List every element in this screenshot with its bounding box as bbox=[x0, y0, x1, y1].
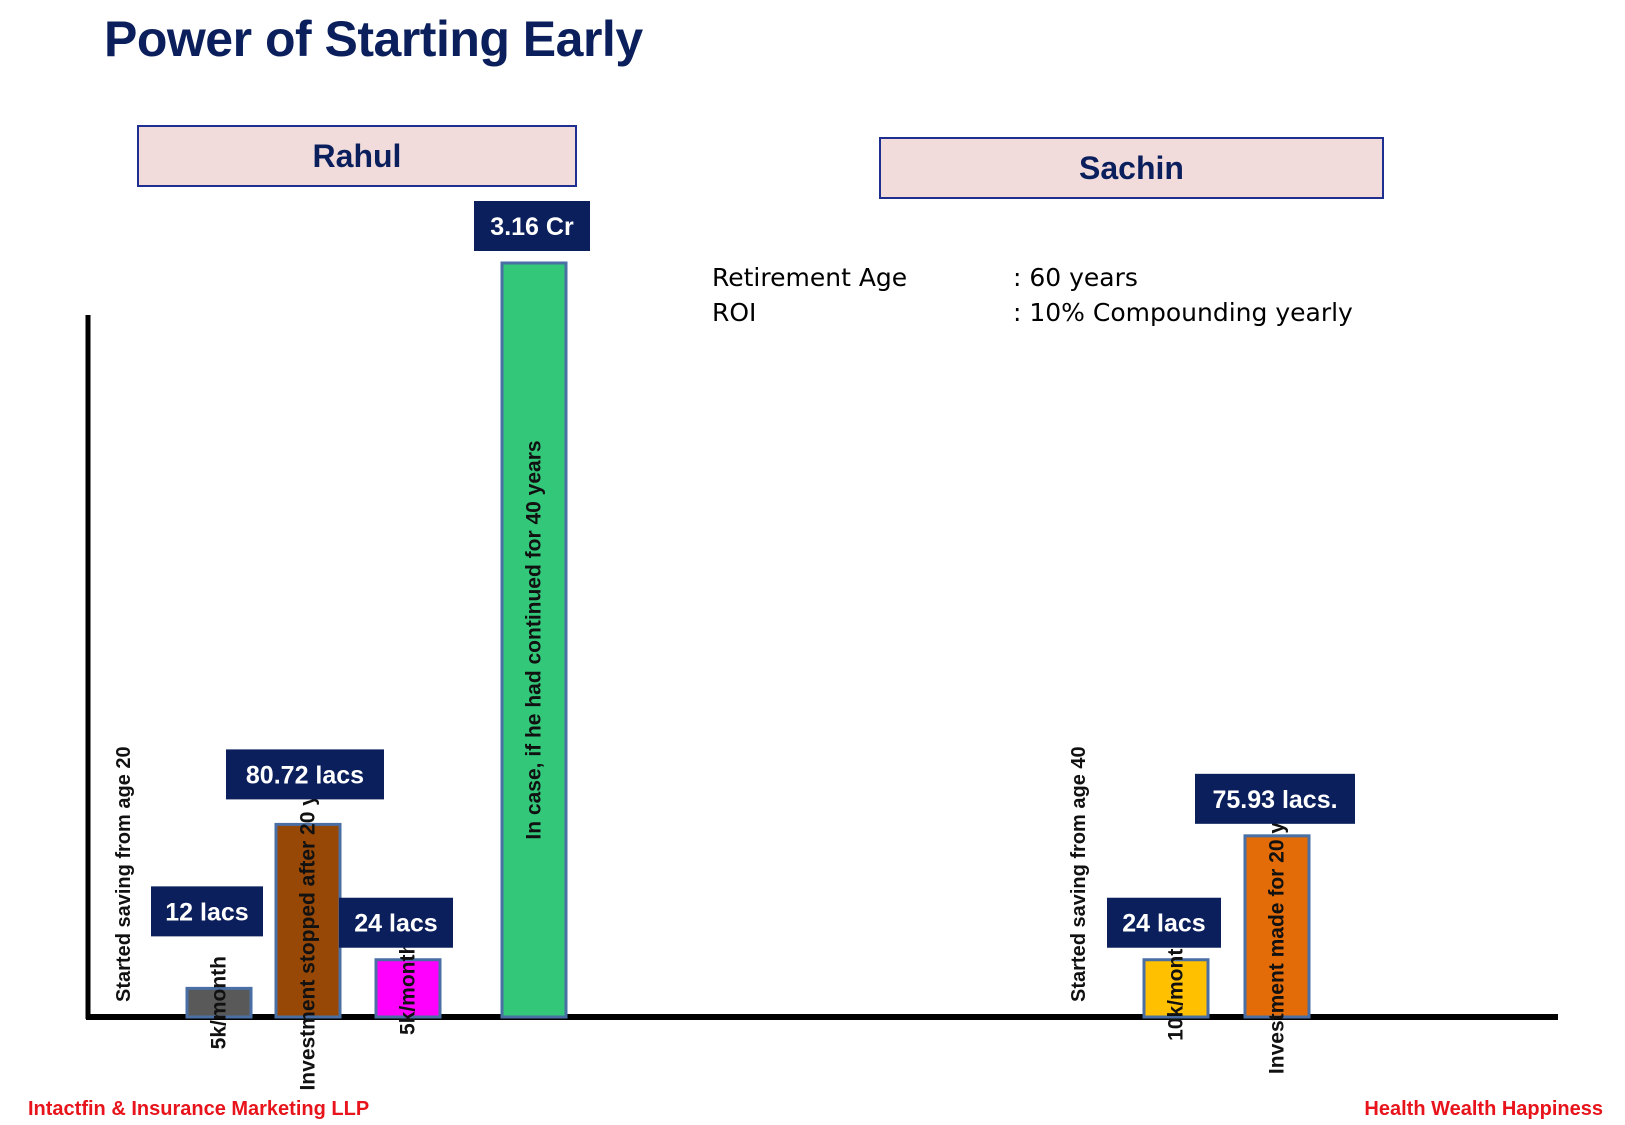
data-label: 24 lacs bbox=[354, 910, 437, 938]
group-label-sachin: Sachin bbox=[879, 137, 1384, 199]
bar-inner-label: Investment stopped after 20 years bbox=[297, 751, 320, 1091]
data-label: 24 lacs bbox=[1122, 910, 1205, 938]
annotation-label: Started saving from age 20 bbox=[113, 746, 135, 1002]
group-name-sachin: Sachin bbox=[1079, 149, 1184, 186]
bar bbox=[500, 261, 568, 1019]
footer-company: Intactfin & Insurance Marketing LLP bbox=[28, 1098, 370, 1120]
bar-inner-label: Investment made for 20 years bbox=[1266, 779, 1289, 1074]
bar-inner-label: In case, if he had continued for 40 year… bbox=[523, 440, 546, 839]
bar bbox=[1243, 834, 1311, 1019]
annotation-label: Started saving from age 40 bbox=[1068, 746, 1090, 1002]
roi-value: : 10% Compounding yearly bbox=[1013, 298, 1353, 327]
value-label-box bbox=[151, 886, 263, 937]
bar-group: 5k/month 24 lacs bbox=[339, 897, 453, 1035]
bar-inner-label: 10k/month bbox=[1165, 936, 1188, 1041]
bar bbox=[1142, 958, 1210, 1019]
data-label: 75.93 lacs. bbox=[1212, 786, 1337, 814]
value-label-box bbox=[1195, 773, 1355, 824]
bar bbox=[274, 822, 342, 1019]
data-label: 80.72 lacs bbox=[246, 761, 364, 789]
bar-group: In case, if he had continued for 40 year… bbox=[474, 201, 590, 1019]
data-label: 3.16 Cr bbox=[490, 213, 574, 241]
bar bbox=[185, 986, 253, 1019]
value-label-box bbox=[339, 897, 453, 948]
footer-tagline: Health Wealth Happiness bbox=[1364, 1098, 1603, 1120]
roi-label: ROI bbox=[712, 298, 757, 327]
retirement-age-label: Retirement Age bbox=[712, 263, 908, 292]
bar-group: 5k/month 12 lacs bbox=[151, 886, 263, 1049]
value-label-box bbox=[226, 749, 384, 800]
page-title: Power of Starting Early bbox=[104, 11, 643, 67]
retirement-age-value: : 60 years bbox=[1013, 263, 1138, 292]
data-label: 12 lacs bbox=[165, 898, 248, 926]
value-label-box bbox=[474, 201, 590, 251]
bar-inner-label: 5k/month bbox=[208, 956, 231, 1049]
group-name-rahul: Rahul bbox=[312, 137, 402, 174]
value-label-box bbox=[1107, 897, 1221, 948]
bar bbox=[374, 958, 442, 1019]
bar-inner-label: 5k/month bbox=[397, 942, 420, 1035]
group-label-rahul: Rahul bbox=[137, 125, 577, 187]
